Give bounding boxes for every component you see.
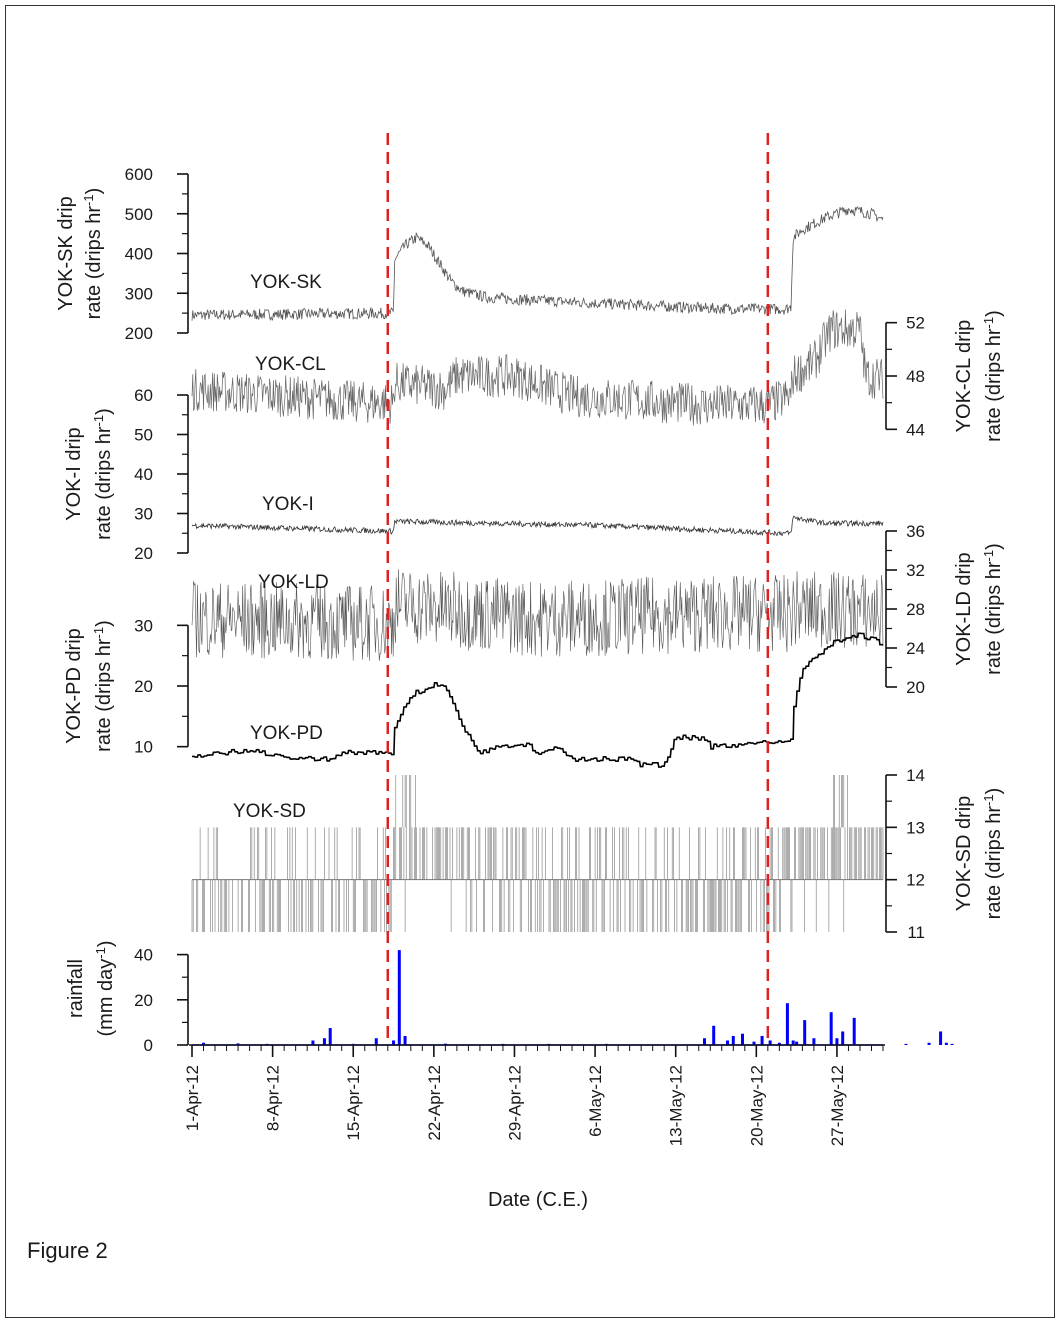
- series-yok-cl-tick-label: 44: [906, 420, 925, 439]
- series-yok-pd-tick-label: 10: [134, 738, 153, 757]
- series-yok-pd-tick-label: 30: [134, 616, 153, 635]
- series-rainfall-group: [192, 950, 954, 1046]
- series-yok-i-tick-label: 60: [134, 386, 153, 405]
- series-yok-sk-tick-label: 300: [125, 284, 153, 303]
- series-yok-sd-series-label: YOK-SD: [233, 801, 306, 822]
- series-yok-i-ylabel-line: rate (drips hr-1): [91, 408, 116, 540]
- series-yok-sk-tick-label: 400: [125, 245, 153, 264]
- x-tick-label: 15-Apr-12: [344, 1065, 363, 1141]
- figure-frame: [5, 5, 1055, 1318]
- series-yok-cl-tick-label: 52: [906, 314, 925, 333]
- series-yok-pd-tick-label: 20: [134, 677, 153, 696]
- x-tick-label: 22-Apr-12: [425, 1065, 444, 1141]
- series-rainfall-ylabel-line: rainfall: [65, 959, 87, 1018]
- series-yok-pd-ylabel-line: rate (drips hr-1): [91, 620, 116, 752]
- series-yok-i-line: [191, 515, 884, 537]
- series-yok-sd-ylabel-line: YOK-SD drip: [953, 796, 975, 912]
- series-yok-sk-ylabel-line: rate (drips hr-1): [81, 188, 106, 320]
- series-yok-cl-ylabel-line: rate (drips hr-1): [981, 310, 1006, 442]
- series-yok-cl-tick-label: 48: [906, 367, 925, 386]
- series-rainfall-tick-label: 40: [134, 946, 153, 965]
- x-tick-label: 20-May-12: [747, 1065, 766, 1146]
- series-yok-sd-line: [191, 775, 884, 932]
- series-rainfall-ylabel-line: (mm day-1): [93, 940, 118, 1036]
- series-yok-pd-group: [192, 632, 884, 768]
- series-yok-sd-tick-label: 14: [906, 766, 925, 785]
- series-yok-sd-tick-label: 13: [906, 818, 925, 837]
- x-tick-label: 6-May-12: [586, 1065, 605, 1137]
- series-rainfall-tick-label: 0: [144, 1036, 153, 1055]
- series-yok-sd-tick-label: 12: [906, 871, 925, 890]
- x-tick-label: 29-Apr-12: [505, 1065, 524, 1141]
- series-yok-sd-tick-label: 11: [907, 923, 925, 942]
- x-tick-label: 13-May-12: [667, 1065, 686, 1146]
- series-yok-sk-tick-label: 200: [125, 324, 153, 343]
- series-yok-ld-tick-label: 36: [906, 522, 925, 541]
- series-yok-pd-line: [192, 632, 884, 768]
- series-yok-sd-group: [191, 775, 884, 932]
- series-yok-i-tick-label: 50: [134, 426, 153, 445]
- series-yok-i-group: [191, 515, 884, 537]
- series-yok-ld-ylabel-line: rate (drips hr-1): [981, 543, 1006, 675]
- series-yok-i-ylabel-line: YOK-I drip: [63, 427, 85, 520]
- series-yok-pd-ylabel-line: YOK-PD drip: [63, 628, 85, 744]
- series-yok-i-tick-label: 20: [134, 544, 153, 563]
- series-yok-cl-ylabel-line: YOK-CL drip: [953, 320, 975, 433]
- x-axis-title: Date (C.E.): [488, 1189, 588, 1211]
- series-yok-sk-series-label: YOK-SK: [250, 272, 322, 293]
- series-yok-i-tick-label: 40: [134, 465, 153, 484]
- series-yok-sk-line: [191, 206, 884, 322]
- x-tick-label: 8-Apr-12: [264, 1065, 283, 1131]
- series-yok-i-series-label: YOK-I: [262, 494, 314, 515]
- series-yok-ld-tick-label: 20: [906, 678, 925, 697]
- series-yok-sk-ylabel-line: YOK-SK drip: [55, 196, 77, 310]
- series-yok-sk-group: [191, 206, 884, 322]
- series-yok-cl-series-label: YOK-CL: [255, 354, 326, 375]
- series-yok-i-tick-label: 30: [134, 505, 153, 524]
- series-yok-ld-tick-label: 28: [906, 600, 925, 619]
- series-yok-ld-series-label: YOK-LD: [258, 572, 329, 593]
- figure-caption: Figure 2: [27, 1238, 108, 1263]
- series-yok-sk-tick-label: 600: [125, 165, 153, 184]
- series-yok-pd-series-label: YOK-PD: [250, 723, 323, 744]
- series-yok-ld-ylabel-line: YOK-LD drip: [953, 552, 975, 665]
- series-yok-sd-ylabel-line: rate (drips hr-1): [981, 788, 1006, 920]
- series-yok-sk-tick-label: 500: [125, 205, 153, 224]
- series-yok-ld-tick-label: 24: [906, 639, 925, 658]
- series-yok-ld-tick-label: 32: [906, 561, 925, 580]
- series-rainfall-tick-label: 20: [134, 991, 153, 1010]
- x-tick-label: 1-Apr-12: [183, 1065, 202, 1131]
- x-tick-label: 27-May-12: [828, 1065, 847, 1146]
